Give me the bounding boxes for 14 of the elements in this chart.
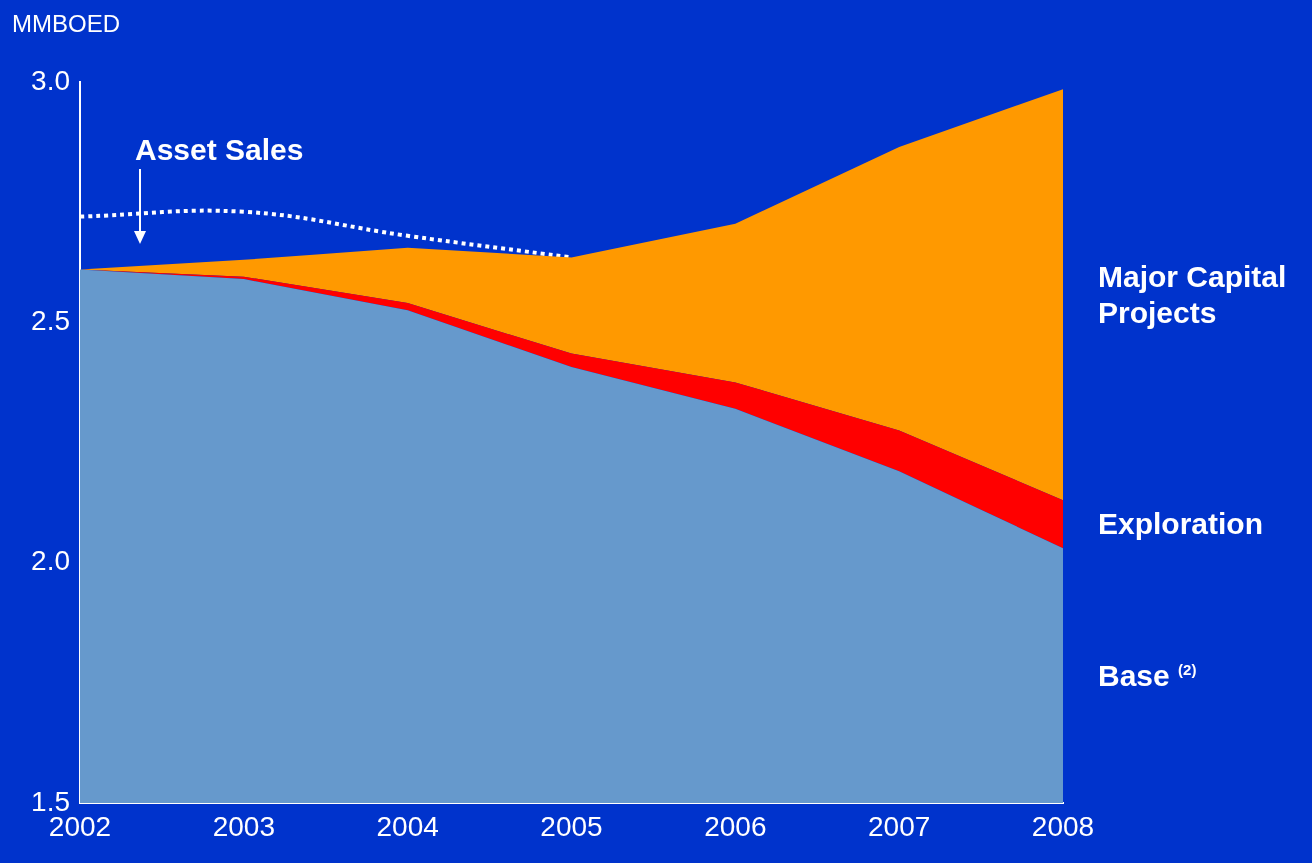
series-label: Major Capital Projects — [1098, 259, 1287, 329]
x-tick-label: 2003 — [212, 810, 275, 842]
x-tick-label: 2007 — [868, 810, 931, 842]
x-tick-label: 2004 — [376, 810, 439, 842]
y-tick-label: 2.0 — [31, 545, 70, 577]
y-tick-label: 3.0 — [31, 64, 70, 96]
y-axis-title: MMBOED — [12, 10, 120, 37]
series-label: Base (2) — [1098, 658, 1197, 692]
y-tick-label: 2.5 — [31, 305, 70, 337]
x-tick-label: 2006 — [704, 810, 767, 842]
x-tick-label: 2005 — [540, 810, 603, 842]
x-tick-label: 2008 — [1031, 810, 1095, 842]
series-label: Exploration — [1098, 507, 1264, 541]
series-label: Asset Sales — [135, 132, 304, 166]
